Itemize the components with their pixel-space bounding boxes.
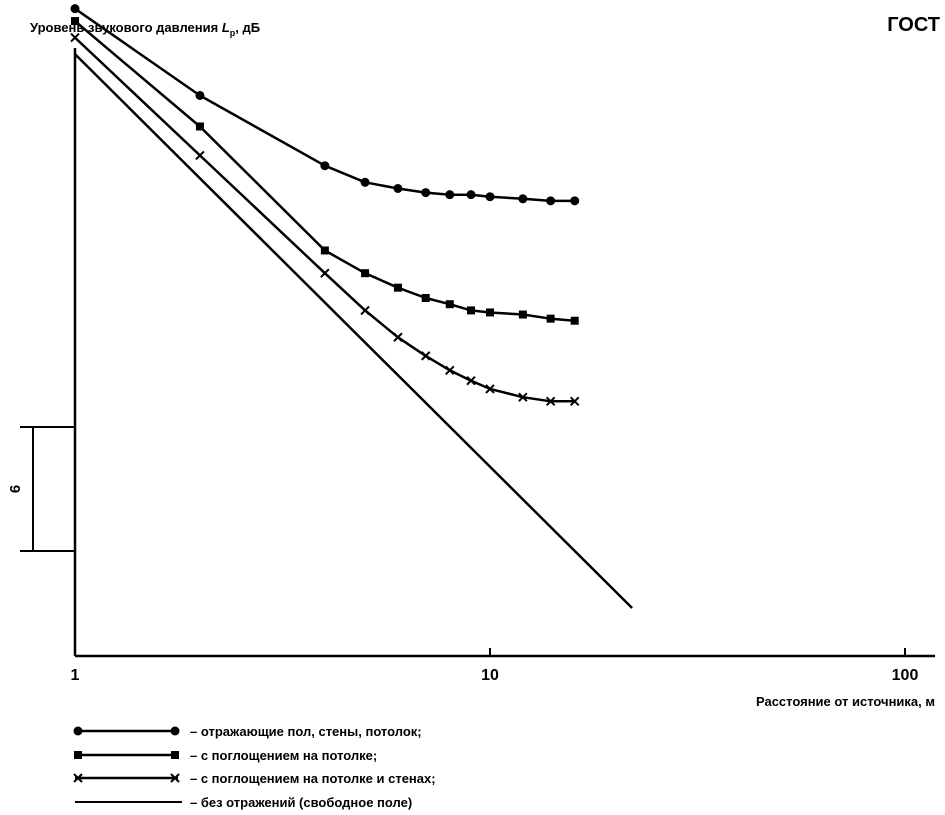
legend-label-0: – отражающие пол, стены, потолок; xyxy=(190,724,422,739)
y-axis-label-subscript: p xyxy=(230,28,236,38)
series-0-point-7 xyxy=(466,190,476,200)
x-ticks: 1 10 100 xyxy=(71,648,919,684)
legend-item-3: – без отражений (свободное поле) xyxy=(75,795,412,810)
series-2-point-6 xyxy=(445,365,455,376)
y-scale-marker xyxy=(20,426,75,552)
legend-item-1: – с поглощением на потолке; xyxy=(74,748,377,763)
series-1-point-11 xyxy=(570,316,579,325)
series-0-point-3 xyxy=(360,177,370,187)
series-2-point-11 xyxy=(570,396,580,407)
series-2-point-9 xyxy=(518,392,528,402)
y-axis-label: Уровень звукового давления Lp, дБ xyxy=(30,20,260,38)
legend: – отражающие пол, стены, потолок; – с пог… xyxy=(73,724,436,810)
series-2-point-0 xyxy=(70,32,80,43)
series-1-point-6 xyxy=(445,300,454,309)
series-0-point-4 xyxy=(393,183,403,193)
x-tick-label-2: 100 xyxy=(892,667,919,684)
legend-marker-end-1 xyxy=(171,751,179,759)
series-3 xyxy=(74,53,633,609)
x-tick-label-0: 1 xyxy=(71,667,80,684)
series-0-point-0 xyxy=(70,4,80,14)
series-0 xyxy=(70,4,580,206)
series-1-point-10 xyxy=(546,314,555,323)
series-1-point-1 xyxy=(195,122,204,131)
series-0-point-6 xyxy=(445,190,455,200)
series-2 xyxy=(70,32,580,407)
series-0-point-9 xyxy=(518,194,528,204)
legend-marker-end-2 xyxy=(170,773,180,783)
series-1-point-7 xyxy=(467,306,476,315)
series-group xyxy=(70,4,633,609)
series-1-point-2 xyxy=(320,246,329,255)
series-2-line xyxy=(74,36,575,403)
series-1-point-0 xyxy=(71,17,79,26)
legend-item-0: – отражающие пол, стены, потолок; xyxy=(73,724,422,739)
series-0-line xyxy=(74,7,575,203)
legend-marker-start-1 xyxy=(74,751,82,759)
series-2-point-5 xyxy=(421,351,431,361)
series-0-point-1 xyxy=(195,90,205,100)
y-axis-label-unit: , дБ xyxy=(235,20,260,35)
y-scale-marker-label: 6 xyxy=(7,485,24,493)
series-1 xyxy=(71,17,579,325)
series-0-point-11 xyxy=(570,196,580,206)
legend-label-3: – без отражений (свободное поле) xyxy=(190,795,412,810)
x-tick-label-1: 10 xyxy=(481,667,499,684)
series-1-point-8 xyxy=(486,308,494,317)
legend-marker-end-0 xyxy=(170,726,180,736)
legend-marker-start-2 xyxy=(73,773,83,783)
axes xyxy=(73,48,935,658)
series-1-point-4 xyxy=(393,283,402,292)
y-axis-label-main: Уровень звукового давления xyxy=(30,20,222,35)
legend-label-1: – с поглощением на потолке; xyxy=(190,748,377,763)
series-2-point-7 xyxy=(466,375,476,386)
series-2-point-8 xyxy=(485,384,495,394)
legend-item-2: – с поглощением на потолке и стенах; xyxy=(73,771,436,786)
legend-label-2: – с поглощением на потолке и стенах; xyxy=(190,771,436,786)
x-axis-label: Расстояние от источника, м xyxy=(756,694,935,709)
series-1-point-5 xyxy=(421,294,430,302)
series-0-point-8 xyxy=(485,192,495,202)
series-1-point-9 xyxy=(518,310,527,319)
series-2-point-3 xyxy=(360,305,370,316)
series-0-point-10 xyxy=(546,196,556,206)
legend-marker-start-0 xyxy=(73,726,83,736)
series-1-point-3 xyxy=(361,269,370,278)
series-3-line xyxy=(74,53,633,609)
series-2-point-10 xyxy=(545,396,556,407)
series-0-point-2 xyxy=(320,161,330,171)
y-axis-label-symbol: L xyxy=(222,20,230,35)
series-2-point-1 xyxy=(195,150,205,161)
series-2-point-2 xyxy=(320,268,330,278)
series-2-point-4 xyxy=(393,332,403,342)
series-1-line xyxy=(74,20,575,322)
doc-label: ГОСТ xyxy=(887,14,940,36)
series-0-point-5 xyxy=(421,188,431,198)
